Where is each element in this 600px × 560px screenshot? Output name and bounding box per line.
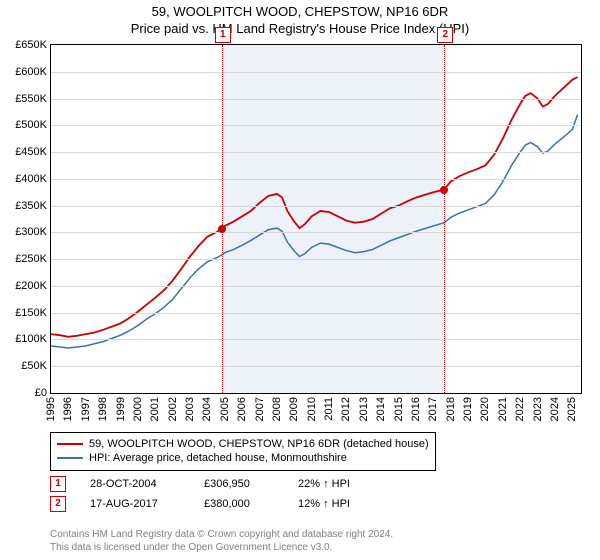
- x-axis-label: 2022: [514, 397, 526, 421]
- y-axis-label: £550K: [15, 93, 47, 105]
- y-axis-label: £650K: [15, 39, 47, 51]
- chart-container: 59, WOOLPITCH WOOD, CHEPSTOW, NP16 6DR P…: [0, 0, 600, 560]
- gridline: [51, 313, 581, 314]
- gridline: [51, 179, 581, 180]
- x-axis-label: 2015: [393, 397, 405, 421]
- plot-area: £0£50K£100K£150K£200K£250K£300K£350K£400…: [50, 44, 582, 394]
- x-axis-label: 1999: [115, 397, 127, 421]
- transaction-date: 28-OCT-2004: [90, 478, 180, 490]
- gridline: [51, 232, 581, 233]
- gridline: [51, 152, 581, 153]
- gridline: [51, 206, 581, 207]
- x-axis-label: 2011: [323, 397, 335, 421]
- x-axis-label: 2007: [254, 397, 266, 421]
- series-line: [51, 77, 578, 337]
- title-line-1: 59, WOOLPITCH WOOD, CHEPSTOW, NP16 6DR: [0, 4, 600, 21]
- y-axis-label: £200K: [15, 280, 47, 292]
- transaction-delta: 22% ↑ HPI: [298, 478, 378, 490]
- transaction-row: 2 17-AUG-2017 £380,000 12% ↑ HPI: [50, 496, 378, 512]
- x-axis-label: 2023: [532, 397, 544, 421]
- marker-vline: [222, 45, 223, 393]
- y-axis-label: £350K: [15, 200, 47, 212]
- y-axis-label: £450K: [15, 146, 47, 158]
- x-axis-label: 2003: [184, 397, 196, 421]
- x-axis-label: 2006: [236, 397, 248, 421]
- x-axis-label: 2013: [358, 397, 370, 421]
- legend-swatch: [57, 443, 83, 445]
- x-axis-label: 2016: [410, 397, 422, 421]
- x-axis-label: 2020: [479, 397, 491, 421]
- gridline: [51, 259, 581, 260]
- x-axis-label: 1995: [45, 397, 57, 421]
- x-axis-label: 2018: [445, 397, 457, 421]
- marker-dot: [218, 225, 226, 233]
- transaction-price: £380,000: [204, 498, 274, 510]
- marker-label: 1: [215, 27, 231, 43]
- x-axis-label: 2008: [271, 397, 283, 421]
- x-axis-label: 2002: [167, 397, 179, 421]
- transaction-marker: 2: [50, 496, 66, 512]
- x-axis-label: 2021: [497, 397, 509, 421]
- y-axis-label: £100K: [15, 333, 47, 345]
- x-axis-label: 2000: [132, 397, 144, 421]
- marker-dot: [440, 186, 448, 194]
- x-axis-label: 2005: [219, 397, 231, 421]
- legend: 59, WOOLPITCH WOOD, CHEPSTOW, NP16 6DR (…: [50, 432, 436, 471]
- y-axis-label: £300K: [15, 226, 47, 238]
- gridline: [51, 339, 581, 340]
- gridline: [51, 99, 581, 100]
- transaction-delta: 12% ↑ HPI: [298, 498, 378, 510]
- gridline: [51, 72, 581, 73]
- x-axis-label: 2004: [201, 397, 213, 421]
- legend-item: HPI: Average price, detached house, Monm…: [57, 451, 429, 465]
- x-axis-label: 2025: [566, 397, 578, 421]
- chart-lines-svg: [51, 45, 581, 393]
- y-axis-label: £600K: [15, 66, 47, 78]
- x-axis-label: 2024: [549, 397, 561, 421]
- x-axis-label: 2010: [306, 397, 318, 421]
- y-axis-label: £150K: [15, 307, 47, 319]
- gridline: [51, 286, 581, 287]
- transaction-date: 17-AUG-2017: [90, 498, 180, 510]
- legend-label: 59, WOOLPITCH WOOD, CHEPSTOW, NP16 6DR (…: [89, 437, 429, 451]
- legend-item: 59, WOOLPITCH WOOD, CHEPSTOW, NP16 6DR (…: [57, 437, 429, 451]
- y-axis-label: £50K: [21, 360, 47, 372]
- y-axis-label: £250K: [15, 253, 47, 265]
- y-axis-label: £400K: [15, 173, 47, 185]
- transaction-marker: 1: [50, 476, 66, 492]
- x-axis-label: 1998: [97, 397, 109, 421]
- x-axis-label: 1997: [80, 397, 92, 421]
- marker-vline: [444, 45, 445, 393]
- footer-line-2: This data is licensed under the Open Gov…: [50, 541, 393, 554]
- x-axis-label: 2014: [375, 397, 387, 421]
- x-axis-label: 2019: [462, 397, 474, 421]
- transaction-price: £306,950: [204, 478, 274, 490]
- legend-swatch: [57, 457, 83, 459]
- title-line-2: Price paid vs. HM Land Registry's House …: [0, 21, 600, 38]
- gridline: [51, 366, 581, 367]
- legend-label: HPI: Average price, detached house, Monm…: [89, 451, 347, 465]
- x-axis-label: 2009: [288, 397, 300, 421]
- transactions-table: 1 28-OCT-2004 £306,950 22% ↑ HPI 2 17-AUG-201…: [50, 476, 378, 516]
- chart-title: 59, WOOLPITCH WOOD, CHEPSTOW, NP16 6DR P…: [0, 0, 600, 38]
- x-axis-label: 2001: [149, 397, 161, 421]
- transaction-row: 1 28-OCT-2004 £306,950 22% ↑ HPI: [50, 476, 378, 492]
- x-axis-label: 2012: [340, 397, 352, 421]
- x-axis-label: 1996: [62, 397, 74, 421]
- footer-line-1: Contains HM Land Registry data © Crown c…: [50, 528, 393, 541]
- gridline: [51, 125, 581, 126]
- marker-label: 2: [437, 27, 453, 43]
- footer-attribution: Contains HM Land Registry data © Crown c…: [50, 528, 393, 554]
- x-axis-label: 2017: [427, 397, 439, 421]
- y-axis-label: £500K: [15, 119, 47, 131]
